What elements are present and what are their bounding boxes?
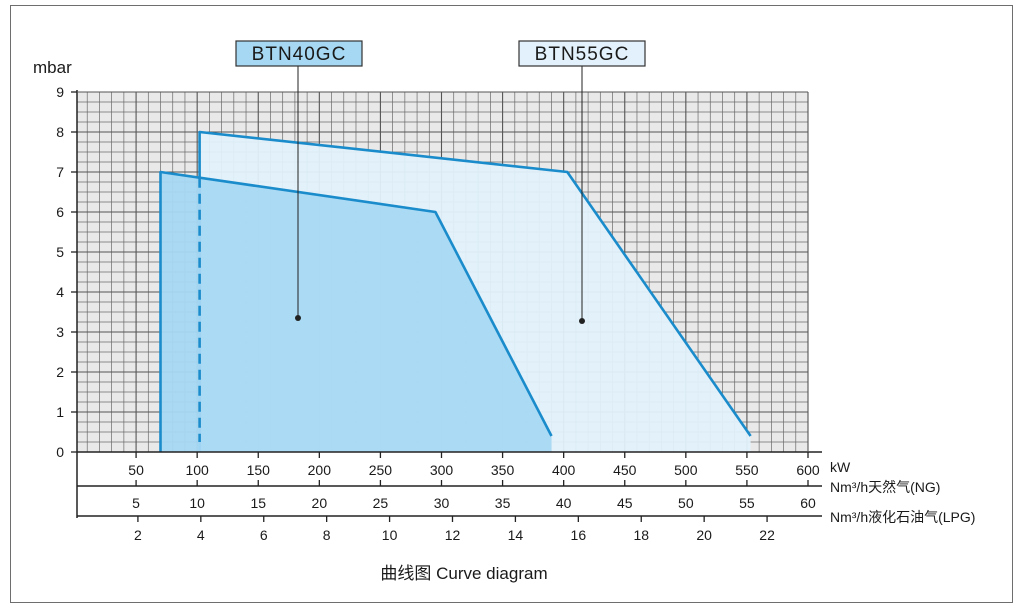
y-tick-label: 9	[56, 84, 64, 100]
x-tick-label-kw: 400	[552, 462, 576, 478]
x-tick-label-ng: 30	[434, 495, 450, 511]
axis3-unit-label: Nm³/h液化石油气(LPG)	[830, 509, 975, 525]
x-tick-label-ng: 60	[800, 495, 816, 511]
x-tick-label-lpg: 16	[571, 527, 587, 543]
x-tick-label-kw: 250	[369, 462, 393, 478]
x-tick-label-kw: 200	[308, 462, 332, 478]
x-tick-label-kw: 450	[613, 462, 637, 478]
x-tick-label-kw: 350	[491, 462, 515, 478]
x-tick-label-lpg: 4	[197, 527, 205, 543]
x-tick-label-lpg: 18	[633, 527, 649, 543]
x-tick-label-ng: 35	[495, 495, 511, 511]
x-tick-label-lpg: 8	[323, 527, 331, 543]
x-tick-label-ng: 45	[617, 495, 633, 511]
x-tick-label-kw: 50	[128, 462, 144, 478]
legend-box-btn40gc	[235, 40, 363, 67]
y-tick-label: 2	[56, 364, 64, 380]
x-tick-label-kw: 100	[185, 462, 209, 478]
legend-box-btn55gc	[518, 40, 646, 67]
x-tick-label-kw: 500	[674, 462, 698, 478]
x-tick-label-lpg: 6	[260, 527, 268, 543]
y-tick-label: 1	[56, 404, 64, 420]
x-tick-label-ng: 50	[678, 495, 694, 511]
legend: BTN40GC BTN55GC	[235, 40, 646, 324]
x-tick-label-ng: 5	[132, 495, 140, 511]
y-tick-label: 7	[56, 164, 64, 180]
legend-leader-dot	[295, 315, 301, 321]
y-tick-label: 5	[56, 244, 64, 260]
y-axis-label: mbar	[33, 58, 72, 77]
x-tick-label-ng: 20	[312, 495, 328, 511]
y-tick-label: 4	[56, 284, 64, 300]
chart-title: 曲线图 Curve diagram	[380, 564, 547, 583]
x-tick-label-lpg: 14	[508, 527, 524, 543]
axis1-unit-label: kW	[830, 459, 851, 475]
legend-label-btn55gc: BTN55GC	[535, 44, 630, 65]
series-areas	[159, 130, 752, 452]
x-tick-label-lpg: 20	[696, 527, 712, 543]
x-tick-label-kw: 600	[796, 462, 820, 478]
x-tick-label-kw: 300	[430, 462, 454, 478]
legend-label-btn40gc: BTN40GC	[252, 44, 347, 65]
x-tick-label-kw: 550	[735, 462, 759, 478]
x-tick-label-lpg: 12	[445, 527, 461, 543]
x-tick-label-lpg: 10	[382, 527, 398, 543]
x-tick-label-kw: 150	[247, 462, 271, 478]
y-tick-label: 0	[56, 444, 64, 460]
x-tick-label-ng: 55	[739, 495, 755, 511]
series-area-btn40gc	[160, 172, 552, 452]
y-tick-label: 8	[56, 124, 64, 140]
x-tick-label-ng: 10	[189, 495, 205, 511]
x-tick-label-lpg: 2	[134, 527, 142, 543]
x-tick-label-ng: 15	[250, 495, 266, 511]
legend-leader-dot	[579, 318, 585, 324]
y-tick-label: 3	[56, 324, 64, 340]
x-tick-label-ng: 25	[373, 495, 389, 511]
chart-frame	[10, 5, 1013, 603]
y-tick-label: 6	[56, 204, 64, 220]
x-tick-label-ng: 40	[556, 495, 572, 511]
axis2-unit-label: Nm³/h天然气(NG)	[830, 479, 940, 495]
x-tick-label-lpg: 22	[759, 527, 775, 543]
